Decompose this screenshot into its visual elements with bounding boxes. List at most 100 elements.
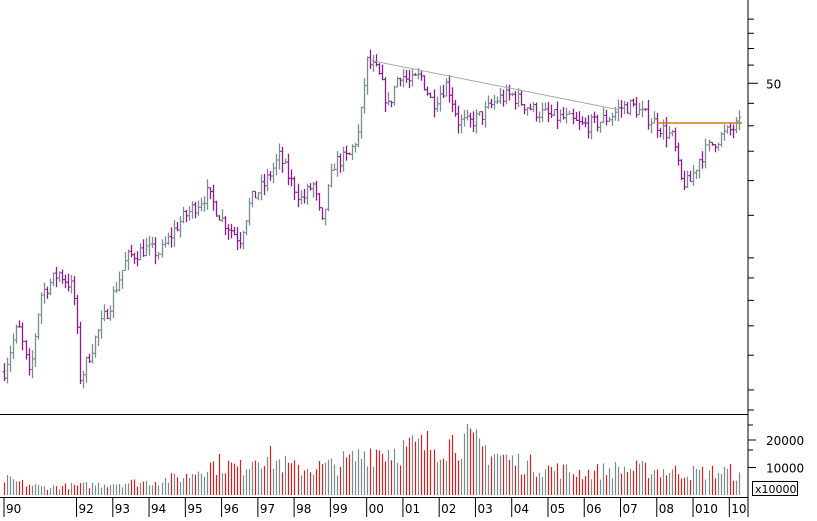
ohlc-bar	[703, 138, 708, 169]
ohlc-bar	[329, 163, 334, 188]
ohlc-bar	[480, 111, 485, 126]
x-axis-label: 04	[514, 502, 529, 516]
ohlc-bar	[217, 215, 222, 221]
ohlc-bar	[141, 239, 146, 257]
ohlc-bar	[465, 109, 470, 121]
ohlc-bar	[250, 190, 255, 208]
ohlc-bar	[722, 124, 727, 141]
ohlc-bar	[156, 252, 161, 260]
ohlc-bar	[66, 273, 71, 292]
x-axis-label: 98	[296, 502, 311, 516]
resistance-trendline	[368, 59, 619, 111]
ohlc-bar	[30, 350, 35, 379]
ohlc-bar	[610, 112, 615, 126]
ohlc-bar	[625, 101, 630, 114]
ohlc-bar	[54, 266, 59, 288]
ohlc-bar	[450, 87, 455, 113]
ohlc-bar	[531, 101, 536, 113]
ohlc-bar	[501, 89, 506, 107]
ohlc-bar	[280, 146, 285, 173]
ohlc-bar	[583, 117, 588, 128]
ohlc-bar	[574, 111, 579, 121]
x-axis-label: 05	[550, 502, 565, 516]
ohlc-bar	[60, 269, 65, 284]
ohlc-bar	[425, 86, 430, 96]
ohlc-bar	[691, 165, 696, 186]
ohlc-bar	[577, 111, 582, 130]
ohlc-bar	[39, 292, 44, 324]
ohlc-bar	[595, 114, 600, 132]
price-panel	[2, 49, 742, 389]
ohlc-bar	[274, 154, 279, 176]
ohlc-bar	[84, 356, 89, 383]
ohlc-bar	[392, 85, 397, 106]
ohlc-bar	[622, 100, 627, 115]
ohlc-bar	[244, 220, 249, 236]
ohlc-bar	[368, 49, 373, 69]
ohlc-bar	[223, 216, 228, 236]
ohlc-bar	[673, 127, 678, 152]
ohlc-bar	[226, 224, 231, 240]
ohlc-bar	[341, 146, 346, 172]
ohlc-bar	[571, 108, 576, 125]
ohlc-bar	[72, 276, 77, 306]
ohlc-bar	[734, 117, 739, 134]
ohlc-bar	[371, 54, 376, 72]
ohlc-bar	[120, 269, 125, 289]
ohlc-bar	[166, 232, 171, 246]
ohlc-bar	[48, 278, 53, 296]
ohlc-bar	[241, 230, 246, 250]
ohlc-bar	[422, 75, 427, 91]
ohlc-bar	[117, 271, 122, 292]
x-axis-label: 02	[441, 502, 456, 516]
ohlc-bar	[8, 345, 13, 372]
x-axis-label: 07	[623, 502, 638, 516]
ohlc-bar	[163, 236, 168, 248]
ohlc-bar	[604, 109, 609, 126]
ohlc-bar	[710, 141, 715, 146]
ohlc-bar	[619, 100, 624, 118]
x-axis-label: 94	[151, 502, 166, 516]
volume-panel	[3, 424, 741, 495]
ohlc-bar	[428, 92, 433, 98]
ohlc-bar	[489, 98, 494, 109]
ohlc-bar	[398, 77, 403, 87]
ohlc-bar	[314, 180, 319, 201]
ohlc-bar	[75, 294, 80, 335]
ohlc-bar	[202, 196, 207, 212]
ohlc-bar	[513, 91, 518, 110]
ohlc-bar	[302, 188, 307, 204]
ohlc-bar	[81, 371, 86, 389]
ohlc-bar	[99, 310, 104, 339]
volume-unit-box	[752, 481, 798, 496]
ohlc-bar	[305, 184, 310, 205]
ohlc-bar	[471, 111, 476, 133]
ohlc-bar	[700, 151, 705, 169]
x-axis-label: 10	[731, 502, 746, 516]
ohlc-bar	[199, 197, 204, 212]
ohlc-bar	[253, 190, 258, 199]
ohlc-bar	[486, 95, 491, 110]
ohlc-bar	[716, 142, 721, 151]
ohlc-bar	[181, 206, 186, 224]
ohlc-bar	[580, 116, 585, 125]
ohlc-bar	[507, 84, 512, 101]
ohlc-bar	[410, 68, 415, 87]
ohlc-bar	[688, 170, 693, 183]
ohlc-bar	[549, 104, 554, 118]
ohlc-bar	[5, 357, 10, 384]
ohlc-bar	[474, 109, 479, 134]
ohlc-bar	[534, 102, 539, 122]
ohlc-bar	[102, 304, 107, 322]
ohlc-bar	[380, 64, 385, 81]
ohlc-bar	[238, 232, 243, 249]
ohlc-bar	[193, 202, 198, 219]
ohlc-bar	[377, 63, 382, 75]
x-axis-label: 010	[695, 502, 718, 516]
ohlc-bar	[664, 117, 669, 148]
ohlc-bar	[296, 183, 301, 208]
ohlc-bar	[338, 153, 343, 173]
ohlc-bar	[108, 305, 113, 321]
ohlc-bar	[447, 75, 452, 103]
